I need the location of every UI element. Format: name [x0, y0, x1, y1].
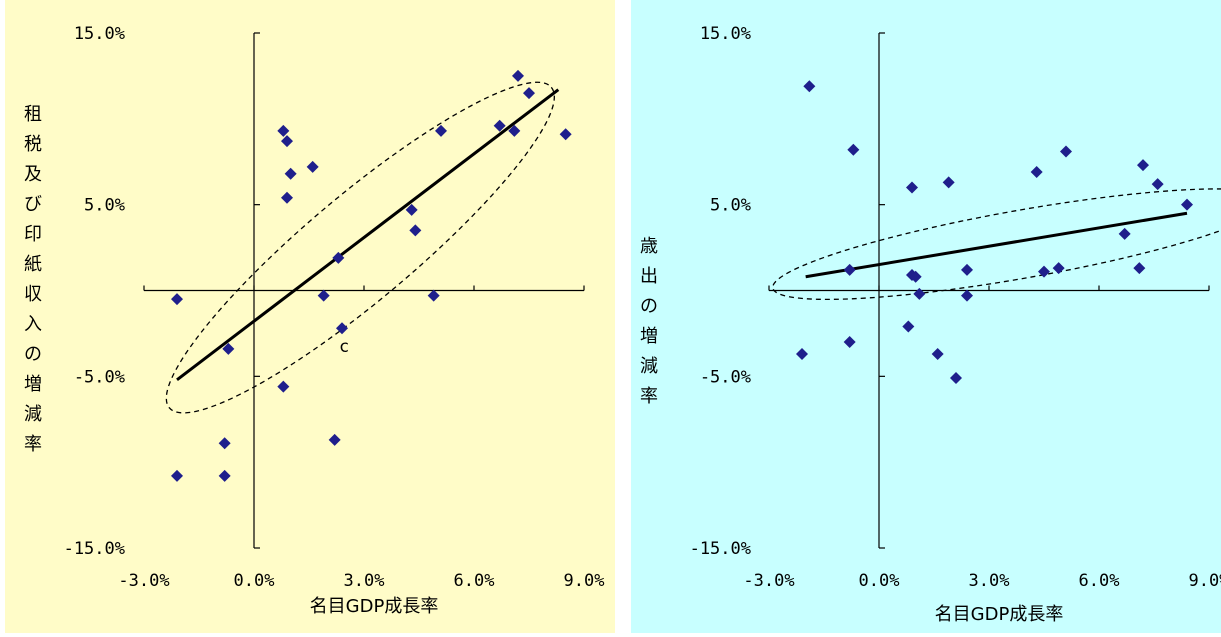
x-tick-label: 0.0% — [234, 571, 275, 591]
data-point — [1118, 227, 1131, 240]
data-point — [427, 289, 440, 302]
expenditure-scatter-chart: -3.0% 0.0% 3.0% 6.0% 9.0% 15.0% 5.0% -5.0% -15.0… — [631, 0, 1221, 633]
data-point — [902, 320, 915, 333]
data-point — [843, 263, 856, 276]
data-point — [559, 128, 572, 141]
data-point — [1060, 145, 1072, 158]
left-chart-panel: -3.0% 0.0% 3.0% 6.0% 9.0% 15.0% 5.0% -5.0% -15.0… — [5, 0, 615, 633]
svg-text:租: 租 — [24, 104, 42, 125]
svg-text:歳: 歳 — [640, 236, 658, 257]
trend-line — [176, 88, 560, 381]
data-point — [493, 119, 506, 132]
x-axis-title: 名目GDP成長率 — [935, 604, 1064, 625]
data-point — [913, 287, 926, 300]
data-point — [523, 87, 535, 100]
y-tick-label: 15.0% — [700, 24, 751, 44]
svg-text:出: 出 — [640, 266, 658, 287]
data-point — [847, 143, 860, 156]
x-tick-label: 3.0% — [344, 571, 385, 591]
y-tick-label: -5.0% — [74, 367, 125, 387]
data-point — [317, 289, 330, 302]
data-point — [435, 124, 447, 137]
x-tick-label: -3.0% — [743, 571, 794, 591]
data-point — [508, 124, 521, 137]
data-point — [281, 191, 293, 204]
x-tick-label: 3.0% — [969, 571, 1010, 591]
svg-text:率: 率 — [640, 386, 658, 407]
svg-text:収: 収 — [24, 284, 42, 305]
data-point — [306, 160, 319, 173]
data-point — [1181, 198, 1193, 211]
data-point — [843, 336, 856, 348]
x-axis-title: 名目GDP成長率 — [310, 596, 439, 617]
y-tick-label: -15.0% — [64, 539, 125, 559]
y-tick-label: -15.0% — [690, 539, 751, 559]
y-tick-label: 5.0% — [84, 196, 125, 216]
x-tick-label: 6.0% — [454, 571, 495, 591]
annotation-label: c — [339, 337, 349, 357]
y-tick-label: -5.0% — [700, 367, 751, 387]
data-point — [961, 289, 973, 302]
data-point — [961, 263, 973, 276]
data-point — [1052, 262, 1065, 275]
data-point — [1137, 159, 1149, 172]
svg-text:の: の — [24, 344, 42, 365]
svg-text:紙: 紙 — [24, 254, 42, 275]
data-point — [171, 293, 183, 306]
svg-text:増: 増 — [640, 326, 658, 347]
svg-text:及: 及 — [24, 164, 42, 185]
data-point — [222, 342, 235, 355]
svg-text:税: 税 — [24, 134, 42, 155]
svg-text:減: 減 — [24, 404, 42, 425]
data-point — [906, 181, 918, 194]
tax-revenue-scatter-chart: -3.0% 0.0% 3.0% 6.0% 9.0% 15.0% 5.0% -5.0% -15.0… — [5, 0, 615, 633]
plot-background — [631, 0, 1221, 633]
data-point — [281, 135, 293, 148]
svg-text:減: 減 — [640, 356, 658, 377]
trend-line — [805, 211, 1188, 279]
svg-text:増: 増 — [24, 374, 42, 395]
data-point — [409, 224, 422, 237]
data-point — [931, 348, 944, 361]
data-point — [950, 372, 962, 385]
dashed-ellipse — [772, 188, 1221, 301]
data-point — [218, 469, 231, 482]
data-point — [942, 176, 955, 189]
data-point — [796, 348, 808, 361]
data-point — [405, 203, 418, 216]
data-point — [803, 80, 816, 93]
data-point — [277, 124, 290, 137]
svg-text:の: の — [640, 296, 658, 317]
x-tick-label: 6.0% — [1079, 571, 1120, 591]
x-tick-label: -3.0% — [118, 571, 169, 591]
x-tick-label: 9.0% — [564, 571, 605, 591]
data-point — [218, 437, 231, 450]
data-point — [336, 322, 348, 335]
data-point — [332, 251, 345, 264]
right-chart-panel: -3.0% 0.0% 3.0% 6.0% 9.0% 15.0% 5.0% -5.0% -15.0… — [631, 0, 1221, 633]
data-point — [512, 69, 524, 82]
data-point — [1133, 262, 1146, 275]
x-tick-label: 0.0% — [859, 571, 900, 591]
svg-text:率: 率 — [24, 434, 42, 455]
data-point — [909, 270, 922, 283]
data-point — [1030, 166, 1043, 179]
data-point — [1038, 265, 1050, 278]
y-tick-label: 5.0% — [710, 196, 751, 216]
data-point — [171, 469, 183, 482]
plot-background — [5, 0, 615, 633]
x-tick-label: 9.0% — [1189, 571, 1221, 591]
svg-text:び: び — [24, 194, 42, 215]
data-point — [284, 167, 297, 180]
data-point — [277, 380, 290, 393]
data-point — [328, 433, 341, 446]
svg-text:印: 印 — [24, 224, 42, 245]
y-tick-label: 15.0% — [74, 24, 125, 44]
svg-text:入: 入 — [24, 314, 42, 335]
data-point — [1151, 178, 1164, 191]
